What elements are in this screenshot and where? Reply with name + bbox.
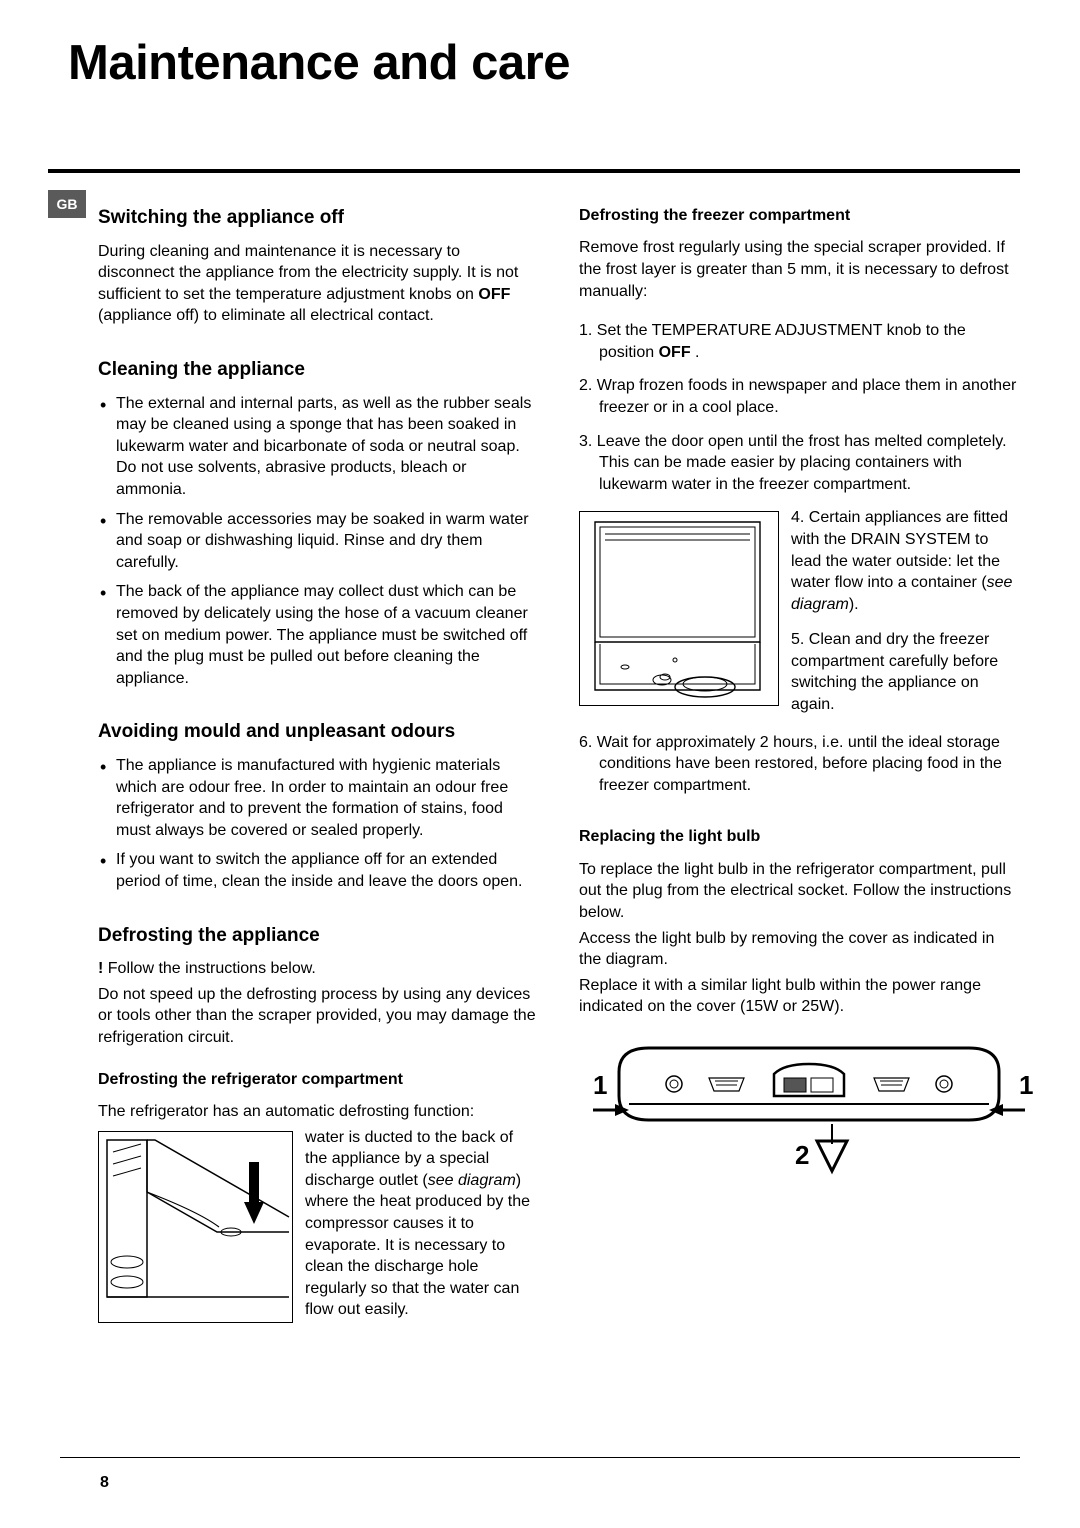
language-tag: GB	[48, 190, 86, 218]
text: Follow the instructions below.	[103, 960, 316, 977]
section-cleaning: Cleaning the appliance The external and …	[98, 357, 539, 689]
list-item: If you want to switch the appliance off …	[98, 849, 539, 892]
para: Remove frost regularly using the special…	[579, 237, 1020, 302]
subheading-defrost-fridge: Defrosting the refrigerator compartment	[98, 1069, 539, 1091]
section-switching-off: Switching the appliance off During clean…	[98, 205, 539, 327]
defrost-fridge-diagram	[98, 1131, 293, 1323]
text-bold: OFF	[659, 344, 691, 361]
list-item: The external and internal parts, as well…	[98, 393, 539, 501]
columns: Switching the appliance off During clean…	[48, 205, 1020, 1357]
text: .	[691, 344, 700, 361]
list-item: 3. Leave the door open until the frost h…	[579, 431, 1020, 496]
section-mould: Avoiding mould and unpleasant odours The…	[98, 719, 539, 892]
para: To replace the light bulb in the refrige…	[579, 859, 1020, 924]
list-item: 1. Set the TEMPERATURE ADJUSTMENT knob t…	[579, 320, 1020, 363]
subheading-light-bulb: Replacing the light bulb	[579, 826, 1020, 848]
heading-cleaning: Cleaning the appliance	[98, 357, 539, 383]
list-item: 6. Wait for approximately 2 hours, i.e. …	[579, 732, 1020, 797]
section-light-bulb: Replacing the light bulb To replace the …	[579, 826, 1020, 1191]
drain-system-diagram	[579, 511, 779, 706]
para: Access the light bulb by removing the co…	[579, 928, 1020, 971]
text: 1. Set the TEMPERATURE ADJUSTMENT knob t…	[579, 322, 966, 361]
diagram-label-2: 2	[795, 1140, 809, 1170]
heading-defrost: Defrosting the appliance	[98, 923, 539, 949]
list-item: The removable accessories may be soaked …	[98, 509, 539, 574]
text: ).	[849, 596, 859, 613]
wrap-drain-diagram: 4. Certain appliances are fitted with th…	[579, 507, 1020, 719]
para: Replace it with a similar light bulb wit…	[579, 975, 1020, 1018]
diagram-label-1-right: 1	[1019, 1070, 1033, 1100]
subheading-defrost-freezer: Defrosting the freezer compartment	[579, 205, 1020, 227]
divider-top	[48, 169, 1020, 173]
list-item: The back of the appliance may collect du…	[98, 581, 539, 689]
heading-switching-off: Switching the appliance off	[98, 205, 539, 231]
page-number: 8	[100, 1474, 109, 1492]
para: During cleaning and maintenance it is ne…	[98, 241, 539, 327]
wrap-defrost-diagram: water is ducted to the back of the appli…	[98, 1127, 539, 1327]
column-left: Switching the appliance off During clean…	[98, 205, 539, 1357]
light-bulb-diagram: 1 1 2	[579, 1036, 1020, 1191]
page-title: Maintenance and care	[68, 35, 1020, 91]
heading-mould: Avoiding mould and unpleasant odours	[98, 719, 539, 745]
text: ) where the heat produced by the compres…	[305, 1172, 530, 1319]
para: ! Follow the instructions below.	[98, 958, 539, 980]
column-right: Defrosting the freezer compartment Remov…	[579, 205, 1020, 1357]
para: Do not speed up the defrosting process b…	[98, 984, 539, 1049]
section-defrost: Defrosting the appliance ! Follow the in…	[98, 923, 539, 1327]
list-item: 2. Wrap frozen foods in newspaper and pl…	[579, 375, 1020, 418]
section-defrost-freezer: Defrosting the freezer compartment Remov…	[579, 205, 1020, 796]
text: 4. Certain appliances are fitted with th…	[791, 509, 1008, 591]
text-bold: OFF	[478, 286, 510, 303]
divider-bottom	[60, 1457, 1020, 1458]
text: (appliance off) to eliminate all electri…	[98, 307, 434, 324]
para: The refrigerator has an automatic defros…	[98, 1101, 539, 1123]
text-italic: see diagram	[428, 1172, 516, 1189]
list-item: The appliance is manufactured with hygie…	[98, 755, 539, 841]
text: During cleaning and maintenance it is ne…	[98, 243, 518, 303]
diagram-label-1-left: 1	[593, 1070, 607, 1100]
